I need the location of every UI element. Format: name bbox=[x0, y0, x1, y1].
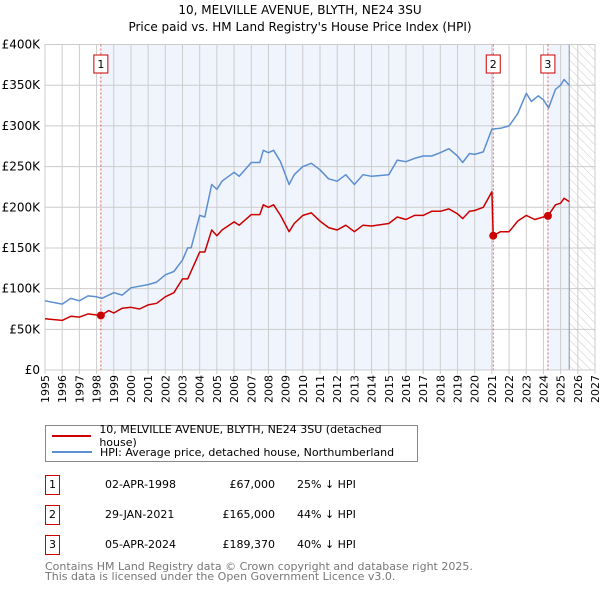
chart-title: 10, MELVILLE AVENUE, BLYTH, NE24 3SU bbox=[178, 3, 422, 17]
sale-hpi-diff: 40% ↓ HPI bbox=[297, 538, 356, 551]
sale-label-2: 2 bbox=[490, 58, 497, 71]
x-tick-label: 1995 bbox=[39, 375, 52, 403]
x-tick-label: 2026 bbox=[572, 375, 585, 403]
legend-label: 10, MELVILLE AVENUE, BLYTH, NE24 3SU (de… bbox=[99, 423, 382, 449]
x-tick-label: 2010 bbox=[297, 375, 310, 403]
legend-swatch-red bbox=[52, 435, 92, 437]
legend-label: HPI: Average price, detached house, Nort… bbox=[100, 445, 395, 459]
x-tick-label: 2005 bbox=[211, 375, 224, 403]
legend-swatch-blue bbox=[52, 451, 92, 453]
x-tick-label: 2027 bbox=[589, 375, 600, 403]
sale-point-3 bbox=[543, 211, 552, 220]
sale-label-box-3 bbox=[540, 54, 556, 74]
sale-marker-box: 2 bbox=[45, 505, 60, 525]
x-tick-label: 1996 bbox=[56, 375, 69, 403]
hpi-line bbox=[44, 78, 570, 305]
legend-item-property: 10, MELVILLE AVENUE, BLYTH, NE24 3SU (de… bbox=[52, 423, 417, 449]
x-tick-label: 1997 bbox=[73, 375, 86, 403]
legend-item-hpi: HPI: Average price, detached house, Nort… bbox=[52, 445, 394, 459]
sale-point-1 bbox=[96, 311, 105, 320]
sale-label-box-2 bbox=[485, 54, 501, 74]
footer-copyright: Contains HM Land Registry data © Crown c… bbox=[45, 560, 473, 573]
x-tick-label: 2012 bbox=[331, 375, 344, 403]
sale-hpi-diff: 44% ↓ HPI bbox=[297, 508, 356, 521]
x-tick-label: 2009 bbox=[280, 375, 293, 403]
x-tick-label: 2015 bbox=[383, 375, 396, 403]
sale-row-2: 2 29-JAN-2021 £165,000 44% ↓ HPI bbox=[45, 505, 445, 525]
x-tick-label: 2019 bbox=[452, 375, 465, 403]
x-tick-label: 2018 bbox=[434, 375, 447, 403]
sale-label-3: 3 bbox=[544, 58, 551, 71]
sale-date: 29-JAN-2021 bbox=[105, 508, 175, 521]
x-tick-label: 2008 bbox=[262, 375, 275, 403]
x-tick-label: 2021 bbox=[486, 375, 499, 403]
y-tick-label: £250K bbox=[2, 160, 42, 174]
sale-price: £67,000 bbox=[229, 478, 276, 491]
y-tick-label: £50K bbox=[9, 322, 41, 336]
sale-date: 02-APR-1998 bbox=[105, 478, 177, 491]
x-tick-label: 2006 bbox=[228, 375, 241, 403]
x-tick-label: 2017 bbox=[417, 375, 430, 403]
x-tick-label: 2024 bbox=[537, 375, 550, 403]
sale-price: £165,000 bbox=[222, 508, 276, 521]
x-tick-label: 2011 bbox=[314, 375, 327, 403]
sale-row-3: 3 05-APR-2024 £189,370 40% ↓ HPI bbox=[45, 535, 445, 555]
y-tick-label: £350K bbox=[2, 78, 42, 92]
sale-row-1: 1 02-APR-1998 £67,000 25% ↓ HPI bbox=[45, 475, 445, 495]
x-tick-label: 2014 bbox=[366, 375, 379, 403]
y-tick-label: £100K bbox=[2, 282, 42, 296]
chart-subtitle: Price paid vs. HM Land Registry's House … bbox=[128, 20, 472, 34]
sale-label-1: 1 bbox=[97, 58, 104, 71]
x-tick-label: 1999 bbox=[108, 375, 121, 403]
x-tick-label: 2025 bbox=[555, 375, 568, 403]
y-tick-label: £200K bbox=[2, 200, 42, 214]
plot-border bbox=[44, 44, 596, 371]
sale-marker-box: 1 bbox=[45, 475, 60, 495]
y-tick-label: £0 bbox=[25, 363, 40, 377]
y-tick-label: £400K bbox=[2, 38, 42, 52]
x-tick-label: 2003 bbox=[177, 375, 190, 403]
sale-point-2 bbox=[489, 231, 498, 240]
footer-licence: This data is licensed under the Open Gov… bbox=[45, 570, 396, 583]
y-tick-label: £300K bbox=[2, 119, 42, 133]
x-tick-label: 2000 bbox=[125, 375, 138, 403]
x-tick-label: 2022 bbox=[503, 375, 516, 403]
y-tick-label: £150K bbox=[2, 241, 42, 255]
x-tick-label: 1998 bbox=[91, 375, 104, 403]
x-tick-label: 2013 bbox=[348, 375, 361, 403]
sale-date: 05-APR-2024 bbox=[105, 538, 177, 551]
x-tick-label: 2004 bbox=[194, 375, 207, 403]
x-tick-label: 2023 bbox=[520, 375, 533, 403]
x-tick-label: 2020 bbox=[469, 375, 482, 403]
sale-hpi-diff: 25% ↓ HPI bbox=[297, 478, 356, 491]
x-tick-label: 2002 bbox=[159, 375, 172, 403]
sale-marker-box: 3 bbox=[45, 535, 60, 555]
x-tick-label: 2001 bbox=[142, 375, 155, 403]
sale-label-box-1 bbox=[93, 54, 109, 74]
plot-area: 1995 1996 1997 1998 1999 2000 2001 2002 2003 2004… bbox=[2, 38, 600, 404]
legend: 10, MELVILLE AVENUE, BLYTH, NE24 3SU (de… bbox=[45, 423, 418, 462]
x-tick-label: 2007 bbox=[245, 375, 258, 403]
x-tick-label: 2016 bbox=[400, 375, 413, 403]
sale-price: £189,370 bbox=[222, 538, 276, 551]
